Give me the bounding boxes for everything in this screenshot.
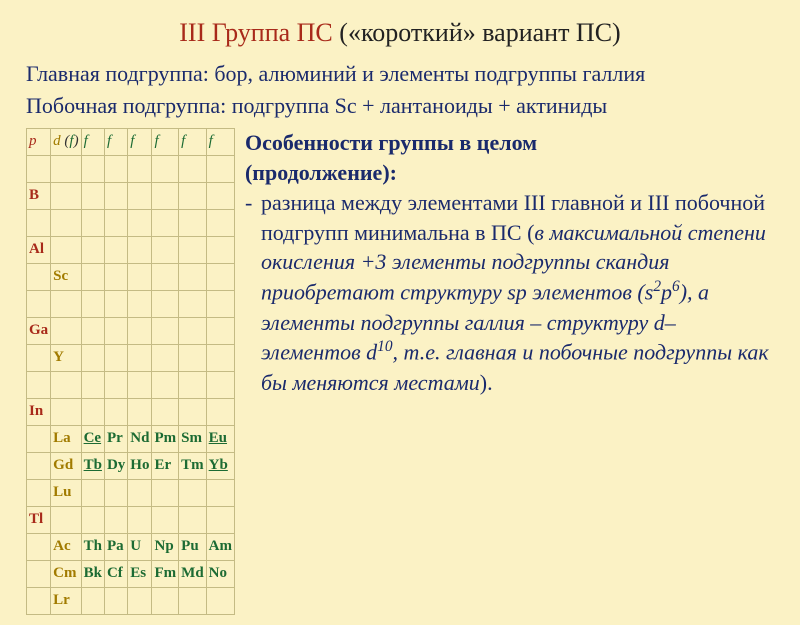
cell-Ac: Ac <box>51 533 81 560</box>
subtitle-line2: Побочная подгруппа: подгруппа Sc + ланта… <box>26 90 774 122</box>
cell-Lr: Lr <box>51 587 81 614</box>
sup6: 6 <box>672 278 680 295</box>
cell-Pr: Pr <box>104 425 127 452</box>
subtitle: Главная подгруппа: бор, алюминий и элеме… <box>26 58 774 122</box>
cell-No: No <box>206 560 234 587</box>
cell-Cf: Cf <box>104 560 127 587</box>
cell-Tl: Tl <box>27 506 51 533</box>
right-text: Особенности группы в целом (продолжение)… <box>245 128 774 398</box>
cell-Es: Es <box>128 560 152 587</box>
cell-Nd: Nd <box>128 425 152 452</box>
hdr-f2: f <box>81 128 104 155</box>
hdr-f6: f <box>179 128 207 155</box>
cell-U: U <box>128 533 152 560</box>
features-heading-1: Особенности группы в целом <box>245 128 774 158</box>
body-ital-p: p <box>661 280 672 305</box>
bullet-dash: - <box>245 188 261 398</box>
cell-Cm: Cm <box>51 560 81 587</box>
cell-Yb: Yb <box>206 452 234 479</box>
cell-Sc: Sc <box>51 263 81 290</box>
cell-Tm: Tm <box>179 452 207 479</box>
cell-Lu: Lu <box>51 479 81 506</box>
hdr-d-f: d (f) <box>51 128 81 155</box>
cell-Md: Md <box>179 560 207 587</box>
cell-B: B <box>27 182 51 209</box>
sup2: 2 <box>653 278 661 295</box>
body-tail: ). <box>480 370 493 395</box>
features-heading-2: (продолжение): <box>245 158 774 188</box>
hdr-f5: f <box>152 128 179 155</box>
hdr-p: p <box>27 128 51 155</box>
hdr-d: d <box>53 133 61 149</box>
cell-Tb: Tb <box>81 452 104 479</box>
features-body: разница между элементами III главной и I… <box>261 188 774 398</box>
cell-Gd: Gd <box>51 452 81 479</box>
cell-Pm: Pm <box>152 425 179 452</box>
cell-Fm: Fm <box>152 560 179 587</box>
cell-Pa: Pa <box>104 533 127 560</box>
cell-In: In <box>27 398 51 425</box>
hdr-f7: f <box>206 128 234 155</box>
hdr-pc: ) <box>74 133 79 149</box>
element-table: p d (f) f f f f f f B Al <box>26 128 235 615</box>
subtitle-line1: Главная подгруппа: бор, алюминий и элеме… <box>26 58 774 90</box>
cell-Y: Y <box>51 344 81 371</box>
sup10: 10 <box>377 338 392 355</box>
cell-La: La <box>51 425 81 452</box>
title-left: III Группа ПС <box>179 18 333 47</box>
title-right: («короткий» вариант ПС) <box>333 18 621 47</box>
hdr-f4: f <box>128 128 152 155</box>
cell-Np: Np <box>152 533 179 560</box>
cell-Bk: Bk <box>81 560 104 587</box>
cell-Th: Th <box>81 533 104 560</box>
cell-Ga: Ga <box>27 317 51 344</box>
page-title: III Группа ПС («короткий» вариант ПС) <box>26 18 774 48</box>
cell-Ce: Ce <box>81 425 104 452</box>
cell-Am: Am <box>206 533 234 560</box>
cell-Sm: Sm <box>179 425 207 452</box>
cell-Al: Al <box>27 236 51 263</box>
cell-Pu: Pu <box>179 533 207 560</box>
cell-Ho: Ho <box>128 452 152 479</box>
cell-Eu: Eu <box>206 425 234 452</box>
cell-Dy: Dy <box>104 452 127 479</box>
hdr-f3: f <box>104 128 127 155</box>
cell-Er: Er <box>152 452 179 479</box>
